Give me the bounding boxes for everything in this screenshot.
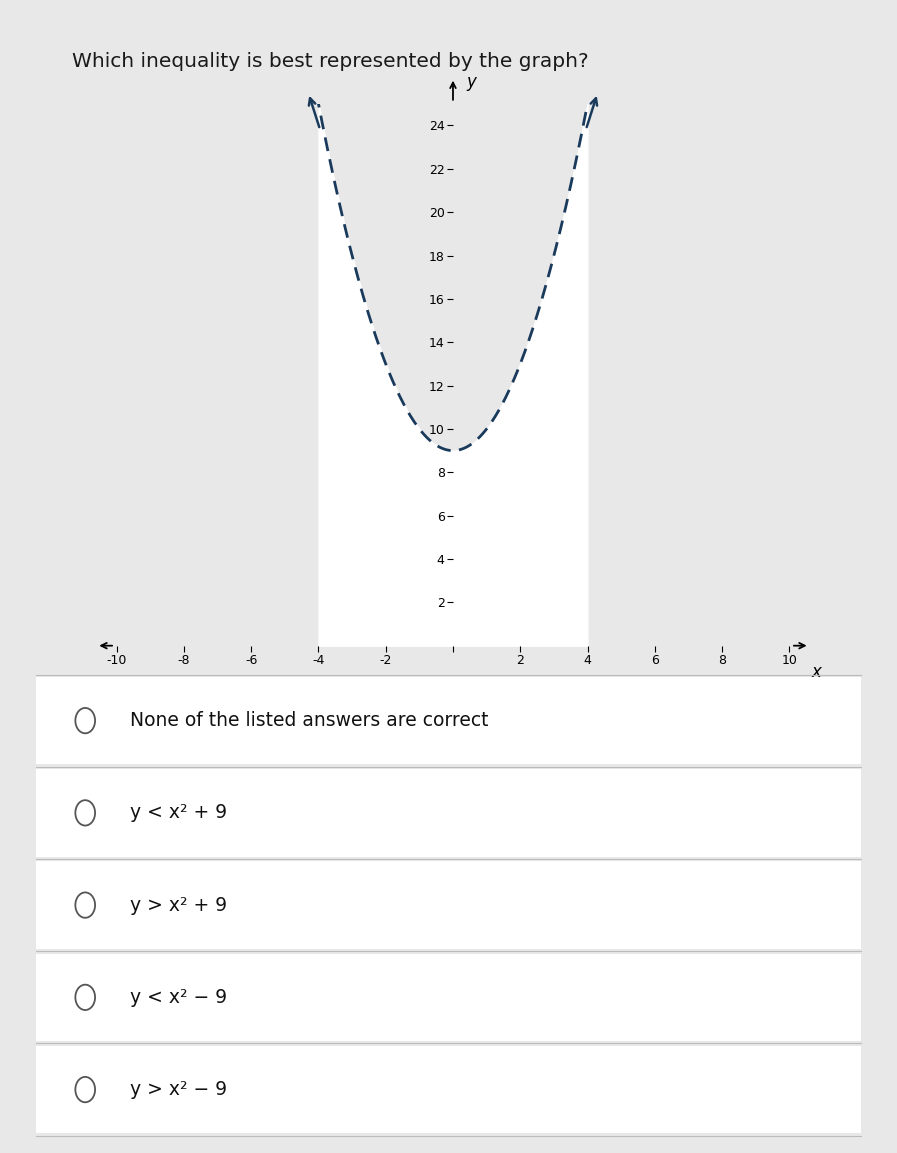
Text: y: y [466, 73, 476, 91]
Text: y > x² − 9: y > x² − 9 [130, 1080, 227, 1099]
Text: y < x² + 9: y < x² + 9 [130, 804, 227, 822]
Text: x: x [811, 663, 822, 681]
Text: Which inequality is best represented by the graph?: Which inequality is best represented by … [72, 52, 588, 70]
Text: y > x² + 9: y > x² + 9 [130, 896, 227, 914]
Text: y < x² − 9: y < x² − 9 [130, 988, 227, 1007]
Text: None of the listed answers are correct: None of the listed answers are correct [130, 711, 489, 730]
